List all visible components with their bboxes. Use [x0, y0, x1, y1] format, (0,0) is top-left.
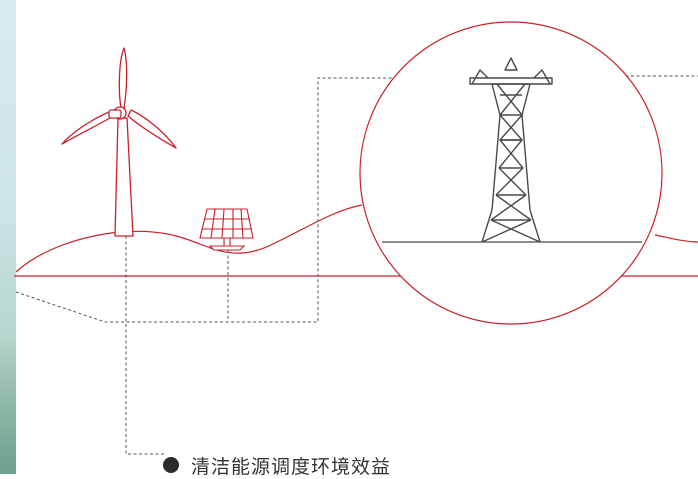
legend-dot [163, 457, 179, 473]
wind-turbine-icon [61, 47, 177, 237]
transmission-tower-icon [469, 57, 553, 243]
left-photo-strip [0, 0, 16, 474]
legend: 清洁能源调度环境效益 [163, 451, 391, 479]
hill-line [15, 204, 698, 273]
magnify-circle [359, 21, 663, 325]
solar-panel-icon [199, 208, 254, 251]
legend-label: 清洁能源调度环境效益 [191, 456, 392, 478]
